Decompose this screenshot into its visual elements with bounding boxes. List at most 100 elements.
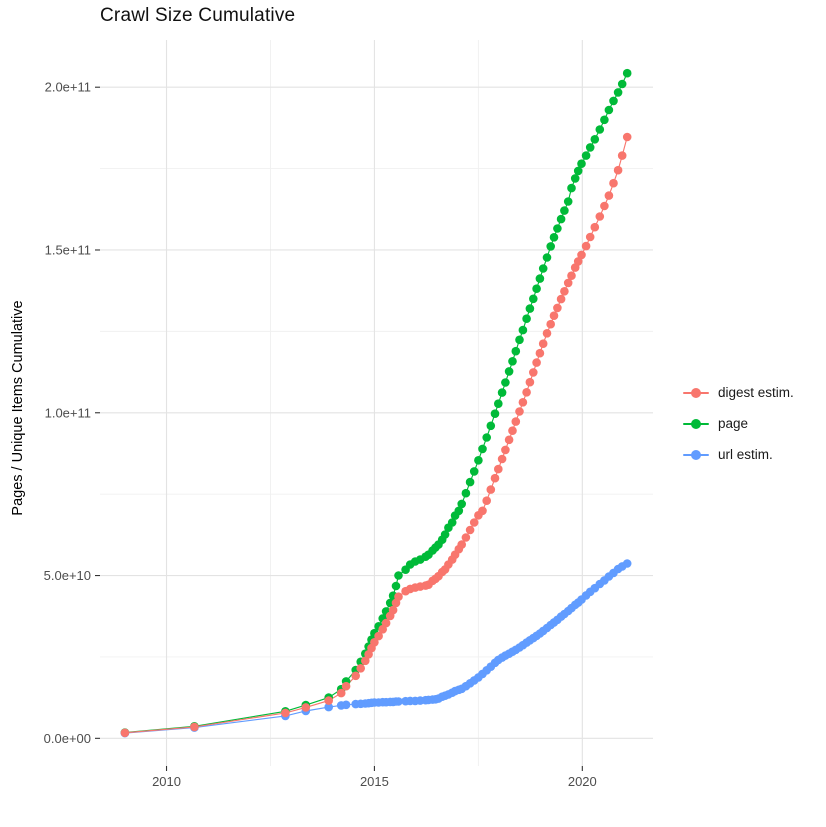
- data-point: [486, 485, 496, 494]
- data-point: [522, 388, 531, 397]
- legend-item-digest-estim: digest estim.: [683, 377, 823, 408]
- data-point: [361, 656, 370, 666]
- data-point: [494, 464, 503, 474]
- data-point: [563, 197, 573, 206]
- data-point: [301, 703, 311, 712]
- data-point: [494, 399, 503, 409]
- legend-item-page: page: [683, 408, 823, 439]
- data-point: [532, 358, 541, 367]
- y-tick-label: 1.5e+11: [45, 242, 91, 257]
- y-tick-label: 2.0e+11: [45, 80, 91, 95]
- data-point: [553, 224, 562, 233]
- data-point: [529, 368, 538, 377]
- x-tick-label: 2020: [568, 774, 597, 789]
- data-point: [469, 518, 479, 527]
- y-tick-label: 1.0e+11: [45, 405, 91, 420]
- data-point: [622, 68, 632, 78]
- data-point: [351, 671, 361, 681]
- data-point: [465, 477, 475, 487]
- data-point: [515, 407, 524, 416]
- data-point: [356, 664, 366, 673]
- data-point: [622, 559, 632, 568]
- data-point: [482, 433, 492, 442]
- data-point: [542, 253, 552, 262]
- data-point: [482, 496, 492, 506]
- data-point: [595, 212, 605, 221]
- data-point: [600, 201, 609, 211]
- data-point: [490, 409, 500, 419]
- data-point: [504, 367, 514, 376]
- data-point: [515, 335, 524, 345]
- data-point: [501, 445, 510, 455]
- data-point: [542, 329, 552, 338]
- y-tick-label: 5.0e+10: [44, 568, 91, 583]
- data-point: [532, 284, 541, 294]
- legend-key-digest-icon: [683, 386, 709, 400]
- series-line-url-estim-: [124, 563, 628, 734]
- legend-item-url-estim: url estim.: [683, 439, 823, 470]
- data-point: [447, 518, 457, 527]
- data-point: [511, 346, 521, 356]
- data-point: [394, 697, 403, 706]
- data-point: [535, 348, 545, 358]
- x-tick-label: 2015: [360, 774, 389, 789]
- data-point: [546, 319, 555, 329]
- data-point: [394, 592, 403, 601]
- data-point: [529, 294, 538, 304]
- data-point: [581, 151, 591, 160]
- data-point: [585, 143, 595, 152]
- data-point: [567, 183, 576, 193]
- data-point: [609, 178, 618, 188]
- data-point: [563, 278, 573, 288]
- data-point: [391, 581, 401, 591]
- data-point: [511, 417, 521, 426]
- data-point: [577, 159, 586, 168]
- legend-label-digest: digest estim.: [718, 385, 794, 400]
- data-point: [609, 96, 618, 106]
- legend-label-page: page: [718, 416, 749, 431]
- data-point: [590, 135, 600, 144]
- legend: digest estim. page url estim.: [683, 377, 823, 470]
- data-point: [281, 708, 290, 718]
- data-point: [324, 696, 334, 705]
- data-point: [190, 722, 199, 732]
- data-point: [622, 132, 632, 142]
- data-point: [613, 88, 623, 97]
- data-point: [120, 728, 130, 738]
- data-point: [567, 271, 576, 281]
- data-point: [556, 294, 566, 304]
- data-point: [518, 398, 528, 407]
- data-point: [501, 378, 510, 387]
- data-point: [590, 222, 600, 232]
- data-point: [478, 506, 487, 516]
- data-point: [394, 571, 403, 580]
- data-point: [388, 605, 398, 615]
- data-point: [604, 191, 614, 200]
- legend-key-page-icon: [683, 417, 709, 431]
- legend-key-url-icon: [683, 448, 709, 462]
- data-point: [595, 125, 605, 134]
- data-point: [581, 241, 591, 251]
- data-point: [461, 533, 471, 542]
- series-points-page: [120, 68, 632, 737]
- data-point: [604, 105, 614, 115]
- data-point: [341, 681, 351, 691]
- data-point: [546, 242, 555, 251]
- data-point: [525, 377, 535, 387]
- data-point: [560, 287, 569, 296]
- data-point: [573, 166, 583, 176]
- data-point: [508, 357, 517, 366]
- data-point: [457, 540, 467, 549]
- data-point: [613, 165, 623, 175]
- data-point: [341, 700, 351, 710]
- series-points-digest-estim-: [120, 132, 632, 738]
- data-point: [585, 232, 595, 242]
- data-point: [497, 388, 507, 397]
- data-point: [600, 115, 609, 125]
- chart-title: Crawl Size Cumulative: [100, 5, 296, 26]
- data-point: [454, 506, 464, 516]
- data-point: [370, 638, 379, 647]
- data-point: [570, 174, 580, 183]
